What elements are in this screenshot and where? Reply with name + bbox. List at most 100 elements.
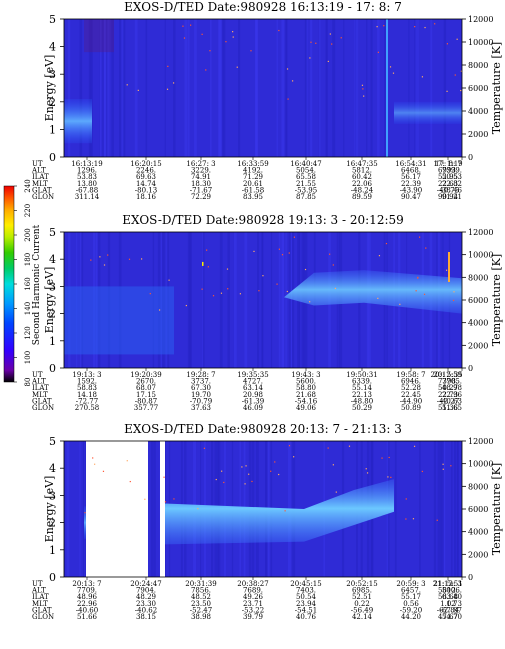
- table-cell: 5812.: [438, 587, 458, 595]
- y2-tick-label: 8000: [468, 482, 488, 491]
- table-cell: 72.29: [191, 193, 211, 201]
- table-cell: 55.14: [352, 384, 373, 392]
- table-cell: 83.95: [243, 193, 263, 201]
- scatter-dot: [258, 290, 260, 292]
- table-cell: 16:47:35: [346, 160, 377, 168]
- table-cell: 22.13: [352, 391, 372, 399]
- background-streak: [451, 441, 453, 577]
- hot-spot: [448, 252, 450, 282]
- table-cell: -53.95: [295, 186, 317, 194]
- background-streak: [150, 441, 154, 577]
- scatter-dot: [205, 69, 207, 71]
- scatter-dot: [304, 268, 307, 271]
- background-streak: [355, 19, 359, 157]
- scatter-dot: [99, 256, 101, 258]
- table-cell: 19:50:31: [346, 371, 377, 379]
- table-cell: 89.59: [352, 193, 372, 201]
- table-cell: 13.80: [77, 180, 97, 188]
- table-cell: -54.16: [295, 397, 318, 405]
- table-cell: -80.13: [135, 186, 157, 194]
- scatter-dot: [183, 37, 186, 39]
- background-streak: [218, 19, 222, 157]
- scatter-dot: [445, 269, 448, 271]
- vertical-line: [386, 19, 388, 157]
- panel-title: EXOS-D/TED Date:980928 16:13:19 - 17: 8:…: [124, 0, 402, 14]
- table-cell: 7709.: [77, 587, 97, 595]
- scatter-dot: [425, 247, 427, 249]
- background-streak: [366, 19, 368, 157]
- scatter-dot: [248, 473, 250, 475]
- table-cell: 20.98: [243, 391, 263, 399]
- table-cell: 19:58: 7: [396, 371, 425, 379]
- scatter-dot: [412, 518, 415, 520]
- table-cell: 56.17: [401, 173, 421, 181]
- low-energy-band: [64, 99, 92, 144]
- background-streak: [408, 19, 410, 157]
- background-streak: [244, 232, 248, 368]
- row-label-alt: ALT: [31, 167, 46, 175]
- scatter-dot: [212, 295, 215, 297]
- scatter-dot: [413, 445, 416, 447]
- table-cell: 38.15: [136, 613, 156, 621]
- table-cell: 67.30: [191, 384, 211, 392]
- table-cell: -59.20: [400, 606, 422, 614]
- colorbar-tick-label: 240: [24, 179, 32, 192]
- scatter-dot: [232, 31, 234, 33]
- low-energy-band: [64, 286, 174, 355]
- table-cell: 311.14: [75, 193, 100, 201]
- table-cell: 19:13: 3: [72, 371, 101, 379]
- table-cell: 20: 5:35: [433, 371, 462, 379]
- background-streak: [377, 19, 380, 157]
- table-cell: 37.63: [191, 404, 211, 412]
- scatter-dot: [332, 264, 334, 266]
- scatter-dot: [220, 292, 223, 294]
- scatter-dot: [288, 445, 291, 447]
- background-streak: [164, 19, 166, 157]
- scatter-dot: [149, 293, 151, 295]
- scatter-dot: [185, 304, 187, 307]
- table-cell: 19.70: [191, 391, 211, 399]
- scatter-dot: [365, 468, 367, 470]
- y2-tick-label: 0: [468, 153, 473, 162]
- y-tick-label: 5: [49, 226, 56, 239]
- table-cell: -40.62: [135, 606, 157, 614]
- noise-region: [84, 19, 114, 53]
- table-cell: 6339.: [352, 378, 372, 386]
- row-label-mlt: MLT: [32, 180, 48, 188]
- scatter-dot: [332, 464, 334, 466]
- scatter-dot: [94, 463, 96, 465]
- scatter-dot: [197, 508, 199, 510]
- table-cell: 90.94: [438, 193, 459, 201]
- table-cell: 17: 8: 7: [435, 160, 462, 168]
- table-cell: 20:24:47: [130, 580, 161, 588]
- y2-tick-label: 8000: [468, 61, 488, 70]
- background-streak: [261, 232, 264, 368]
- scatter-dot: [340, 37, 342, 39]
- table-cell: 19:43: 3: [291, 371, 320, 379]
- scatter-dot: [284, 510, 286, 512]
- table-cell: -48.80: [351, 397, 373, 405]
- scatter-dot: [405, 518, 407, 520]
- table-cell: 19:20:39: [130, 371, 161, 379]
- table-cell: 5054.: [296, 167, 316, 175]
- table-cell: 21: 5:51: [433, 580, 462, 588]
- background-streak: [443, 19, 447, 157]
- scatter-dot: [385, 242, 388, 245]
- scatter-dot: [209, 50, 211, 52]
- scatter-dot: [288, 252, 290, 254]
- scatter-dot: [182, 25, 184, 27]
- table-cell: 21.55: [296, 180, 316, 188]
- scatter-dot: [309, 57, 311, 59]
- table-cell: 42.14: [352, 613, 373, 621]
- data-gap: [160, 441, 165, 577]
- table-cell: -61.39: [242, 397, 264, 405]
- y2-axis-label: Temperature [K]: [490, 463, 503, 555]
- background-streak: [290, 232, 292, 368]
- scatter-dot: [163, 476, 165, 478]
- background-streak: [262, 232, 264, 368]
- table-cell: -67.87: [440, 606, 462, 614]
- background-streak: [419, 441, 421, 577]
- table-cell: 20:45:15: [290, 580, 321, 588]
- table-cell: -52.47: [190, 606, 212, 614]
